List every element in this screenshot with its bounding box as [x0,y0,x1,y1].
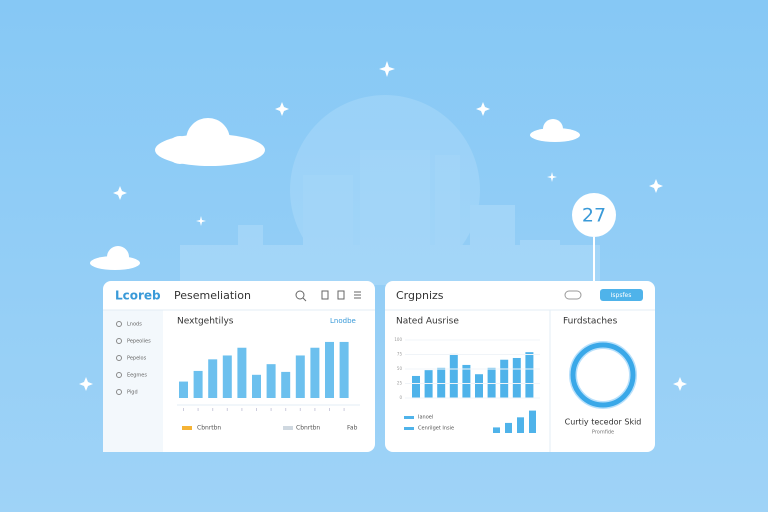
sidebar [103,310,163,452]
y-tick-label: 0 [399,395,402,400]
section-title: Nextgehtilys [177,317,234,327]
bar [500,359,509,398]
bar [437,367,446,398]
legend-swatch [182,426,192,430]
sidebar-item: Lnods [127,322,142,328]
sidebar-icon [116,338,122,344]
bar [193,370,203,398]
section-title: Furdstaches [563,317,618,327]
bar [208,359,218,398]
bar [237,347,247,398]
legend-label: Cbnrtbn [296,425,320,432]
legend-swatch [404,427,414,430]
link[interactable]: Lnodbe [330,317,356,325]
city-silhouette [180,95,600,285]
bar [412,375,420,398]
bar [505,422,512,433]
sidebar-item: Eegmes [127,373,147,379]
badge [572,193,616,237]
logo[interactable]: Lcoreb [115,289,161,303]
bar [493,427,500,433]
toggle[interactable] [564,290,582,300]
legend-label: Cbnrtbn [197,425,221,432]
sidebar-item: Pigd [127,390,138,396]
bar [266,364,276,398]
bar [295,355,305,398]
donut-ring [570,342,636,408]
button-label[interactable]: Ispsfes [611,292,632,299]
sidebar-icon [116,389,122,395]
sidebar-item: Pepelos [127,356,147,362]
bar [512,357,521,398]
bar [222,355,232,398]
bar [325,341,334,398]
bar [462,364,471,398]
y-tick-label: 75 [397,352,403,357]
sidebar-item: Pepeolies [127,339,151,345]
bar [529,410,536,433]
sidebar-icon [116,355,122,361]
bar [281,371,291,398]
bar [449,353,458,398]
y-tick-label: 100 [394,337,402,342]
bar [424,370,433,398]
sidebar-icon [116,321,122,327]
bar [339,341,349,398]
sparkles [79,61,687,391]
y-tick-label: 50 [397,366,403,371]
sidebar-icon [116,372,122,378]
legend-swatch [404,416,414,419]
section-title: Nated Ausrise [396,317,459,327]
legend-label: Ianoel [418,415,433,421]
legend-swatch [283,426,293,430]
bar [179,381,188,398]
donut-caption: Curtiy tecedor Skid [565,418,642,427]
bar [475,374,483,398]
donut-subcaption: Promfide [592,430,614,436]
bar [517,417,524,433]
panel-title: Pesemeliation [174,289,251,302]
button[interactable] [600,289,643,301]
toolbar-icons[interactable] [295,290,361,302]
panel-title: Crgpnizs [396,289,444,302]
bar [310,347,320,398]
legend-label: Fab [347,425,358,432]
legend-label: Cenrilget Insie [418,426,454,432]
badge-text: 27 [582,205,606,227]
clouds [90,118,580,270]
bar [525,352,534,398]
bar [487,367,496,398]
bar [252,374,261,398]
y-tick-label: 25 [397,381,403,386]
